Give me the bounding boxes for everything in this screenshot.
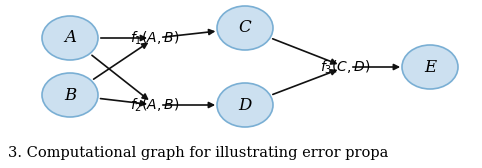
Text: $f_1(A,B)$: $f_1(A,B)$ xyxy=(131,29,180,47)
Ellipse shape xyxy=(42,73,98,117)
Text: $f_2(A,B)$: $f_2(A,B)$ xyxy=(131,96,180,114)
Ellipse shape xyxy=(217,83,273,127)
Ellipse shape xyxy=(217,6,273,50)
Text: D: D xyxy=(238,96,252,114)
Text: A: A xyxy=(64,30,76,47)
Ellipse shape xyxy=(42,16,98,60)
Text: C: C xyxy=(239,19,252,36)
Ellipse shape xyxy=(402,45,458,89)
Text: B: B xyxy=(64,87,76,103)
Text: E: E xyxy=(424,58,436,75)
Text: $f_3(C,D)$: $f_3(C,D)$ xyxy=(320,58,370,76)
Text: 3. Computational graph for illustrating error propa: 3. Computational graph for illustrating … xyxy=(8,146,388,160)
